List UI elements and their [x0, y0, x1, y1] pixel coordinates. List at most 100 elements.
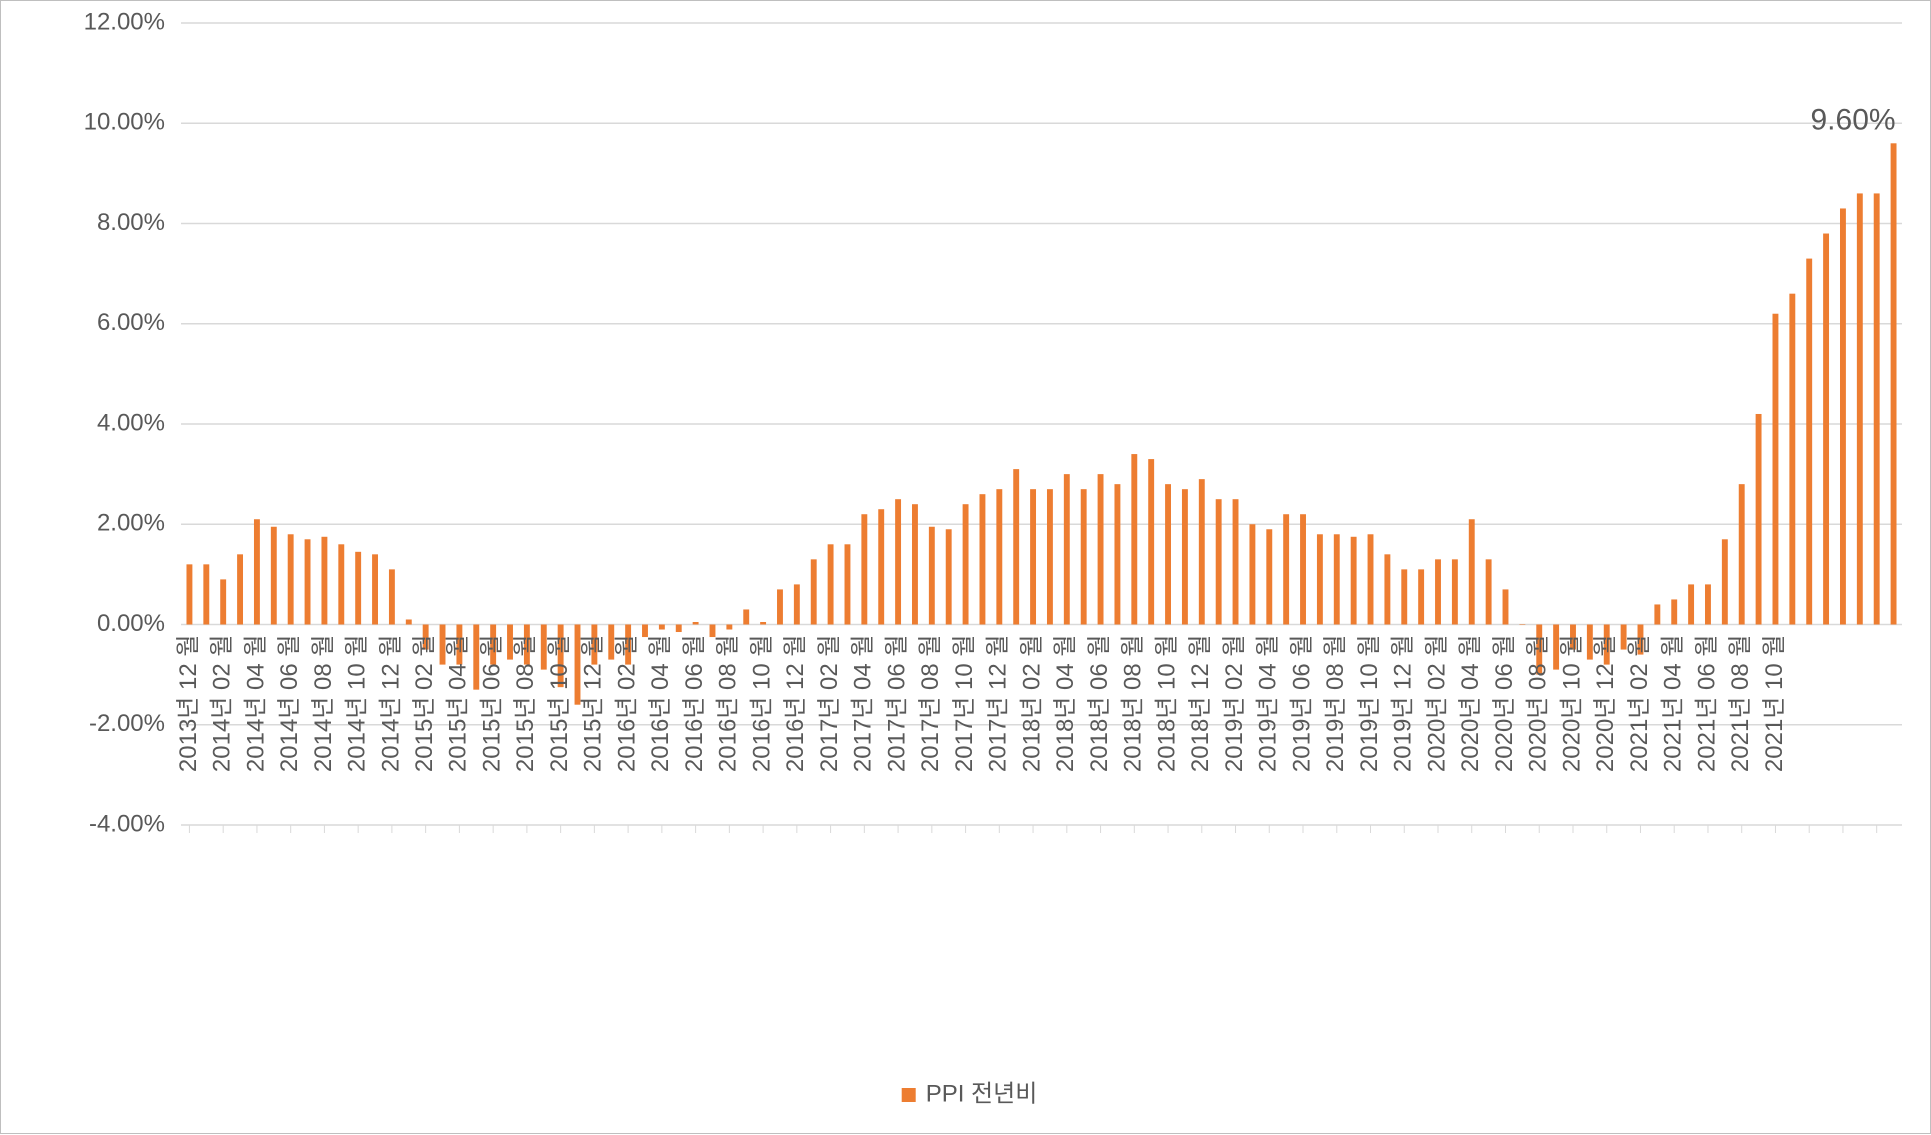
- bar: [1503, 589, 1509, 624]
- annotation-last-value: 9.60%: [1810, 103, 1895, 136]
- bar: [220, 579, 226, 624]
- bar: [912, 504, 918, 624]
- bar: [389, 569, 395, 624]
- bar: [1351, 537, 1357, 625]
- bar: [1722, 539, 1728, 624]
- x-axis-tick-label: 2015년 08 월: [512, 635, 539, 773]
- x-axis-labels: 2013년 12 월2014년 02 월2014년 04 월2014년 06 월…: [175, 635, 1877, 834]
- x-axis-tick-label: 2019년 08 월: [1322, 635, 1349, 773]
- bar: [659, 625, 665, 630]
- x-axis-tick-label: 2014년 10 월: [344, 635, 371, 773]
- x-axis-tick-label: 2020년 08 월: [1525, 635, 1552, 773]
- y-axis-tick-label: -4.00%: [89, 810, 165, 837]
- bar: [1418, 569, 1424, 624]
- bar: [693, 622, 699, 625]
- x-axis-tick-label: 2020년 02 월: [1423, 635, 1450, 773]
- bar: [1199, 479, 1205, 624]
- bar: [1249, 524, 1255, 624]
- bar: [1452, 559, 1458, 624]
- bar: [996, 489, 1002, 624]
- bar: [946, 529, 952, 624]
- bar: [979, 494, 985, 624]
- bar: [1840, 208, 1846, 624]
- x-axis-tick-label: 2018년 04 월: [1052, 635, 1079, 773]
- bar: [254, 519, 260, 624]
- x-axis-tick-label: 2021년 04 월: [1660, 635, 1687, 773]
- x-axis-tick-label: 2018년 02 월: [1018, 635, 1045, 773]
- bar: [1013, 469, 1019, 624]
- x-axis-tick-label: 2019년 12 월: [1390, 635, 1417, 773]
- bar: [305, 539, 311, 624]
- bar: [321, 537, 327, 625]
- bar: [1081, 489, 1087, 624]
- bar: [1064, 474, 1070, 624]
- bar: [1317, 534, 1323, 624]
- bar: [1266, 529, 1272, 624]
- x-axis-tick-label: 2021년 08 월: [1727, 635, 1754, 773]
- x-axis-tick-label: 2017년 02 월: [816, 635, 843, 773]
- x-axis-tick-label: 2019년 06 월: [1288, 635, 1315, 773]
- bar: [1823, 234, 1829, 625]
- y-axis-tick-label: 10.00%: [84, 109, 165, 136]
- x-axis-tick-label: 2016년 02 월: [613, 635, 640, 773]
- x-axis-tick-label: 2014년 08 월: [310, 635, 337, 773]
- bar: [288, 534, 294, 624]
- legend-swatch: [902, 1088, 916, 1102]
- x-axis-tick-label: 2015년 04 월: [445, 635, 472, 773]
- x-axis-tick-label: 2017년 08 월: [917, 635, 944, 773]
- x-axis-tick-label: 2015년 06 월: [478, 635, 505, 773]
- x-axis-tick-label: 2017년 06 월: [883, 635, 910, 773]
- bar: [726, 625, 732, 630]
- bar: [828, 544, 834, 624]
- bar: [1435, 559, 1441, 624]
- bar: [1486, 559, 1492, 624]
- x-axis-tick-label: 2018년 06 월: [1086, 635, 1113, 773]
- bar: [1806, 259, 1812, 625]
- y-axis-tick-label: 2.00%: [97, 510, 165, 537]
- x-axis-tick-label: 2020년 12 월: [1592, 635, 1619, 773]
- bar: [811, 559, 817, 624]
- y-axis-tick-label: 6.00%: [97, 309, 165, 336]
- y-axis-labels: -4.00%-2.00%0.00%2.00%4.00%6.00%8.00%10.…: [84, 8, 165, 837]
- bar: [878, 509, 884, 624]
- x-axis-tick-label: 2018년 10 월: [1153, 635, 1180, 773]
- bar: [963, 504, 969, 624]
- bar: [1283, 514, 1289, 624]
- x-axis-tick-label: 2018년 08 월: [1120, 635, 1147, 773]
- bar: [1756, 414, 1762, 625]
- bar: [1114, 484, 1120, 624]
- x-axis-tick-label: 2021년 10 월: [1761, 635, 1788, 773]
- bar: [1789, 294, 1795, 625]
- bar: [1216, 499, 1222, 624]
- y-axis-tick-label: 4.00%: [97, 409, 165, 436]
- bar: [929, 527, 935, 625]
- bar: [338, 544, 344, 624]
- bar: [895, 499, 901, 624]
- bar: [794, 584, 800, 624]
- bar: [1891, 143, 1897, 624]
- x-axis-tick-label: 2017년 04 월: [850, 635, 877, 773]
- bar: [1047, 489, 1053, 624]
- x-axis-tick-label: 2015년 12 월: [580, 635, 607, 773]
- bar: [355, 552, 361, 625]
- bar: [1519, 625, 1525, 626]
- bar: [1384, 554, 1390, 624]
- bar: [1688, 584, 1694, 624]
- bar: [1739, 484, 1745, 624]
- bar: [1233, 499, 1239, 624]
- bar: [1131, 454, 1137, 624]
- x-axis-tick-label: 2016년 12 월: [782, 635, 809, 773]
- bar: [861, 514, 867, 624]
- y-axis-tick-label: 0.00%: [97, 610, 165, 637]
- x-axis-tick-label: 2016년 10 월: [748, 635, 775, 773]
- x-axis-tick-label: 2017년 10 월: [951, 635, 978, 773]
- bar: [1773, 314, 1779, 625]
- bar: [845, 544, 851, 624]
- bar: [676, 625, 682, 633]
- legend-label: PPI 전년비: [926, 1080, 1038, 1107]
- bar: [760, 622, 766, 625]
- bar: [743, 609, 749, 624]
- y-axis-tick-label: 12.00%: [84, 8, 165, 35]
- bar: [1165, 484, 1171, 624]
- bar: [372, 554, 378, 624]
